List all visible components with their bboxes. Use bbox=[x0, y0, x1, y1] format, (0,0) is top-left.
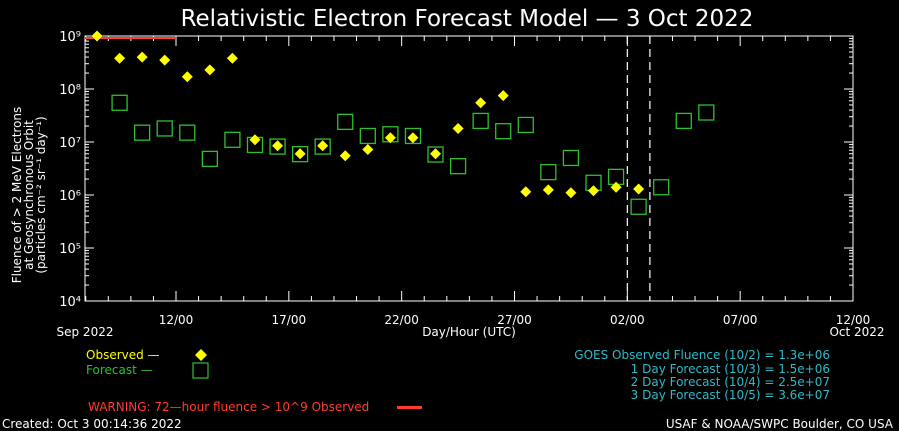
info-observed-fluence: GOES Observed Fluence (10/2) = 1.3e+06 bbox=[574, 348, 830, 362]
legend-forecast-marker bbox=[192, 362, 209, 379]
observed-point bbox=[339, 150, 351, 162]
observed-point bbox=[159, 54, 171, 66]
observed-point bbox=[114, 52, 126, 64]
forecast-point bbox=[337, 113, 354, 130]
forecast-point bbox=[562, 149, 580, 167]
forecast-point bbox=[156, 120, 173, 137]
forecast-point bbox=[540, 163, 557, 181]
observed-point bbox=[475, 97, 487, 109]
info-1day-forecast: 1 Day Forecast (10/3) = 1.5e+06 bbox=[631, 362, 830, 376]
forecast-point bbox=[224, 131, 241, 148]
forecast-point bbox=[427, 146, 444, 163]
observed-point bbox=[497, 90, 509, 102]
legend-forecast-label: Forecast — bbox=[86, 363, 153, 377]
observed-point bbox=[294, 148, 306, 160]
observed-point bbox=[181, 71, 193, 83]
warning-line-swatch bbox=[397, 406, 422, 409]
warning-text: WARNING: 72—hour fluence > 10^9 Observed bbox=[88, 400, 369, 414]
observed-point bbox=[136, 51, 148, 63]
forecast-point bbox=[449, 158, 467, 175]
x-tick-label: 27/00 bbox=[497, 313, 532, 327]
legend: Observed — Forecast — bbox=[86, 348, 209, 379]
y-tick-label: 10⁴ bbox=[59, 295, 81, 310]
y-tick-label: 10⁷ bbox=[59, 136, 81, 151]
forecast-point bbox=[179, 124, 196, 141]
forecast-point bbox=[495, 123, 512, 140]
x-tick-label: 02/00 bbox=[610, 313, 645, 327]
created-timestamp: Created: Oct 3 00:14:36 2022 bbox=[2, 417, 182, 431]
x-tick-label: 12/00 bbox=[159, 313, 194, 327]
legend-observed-label: Observed — bbox=[86, 348, 160, 362]
observed-point bbox=[272, 140, 284, 152]
observed-point bbox=[520, 186, 532, 198]
forecast-point bbox=[472, 112, 489, 130]
x-tick-label: 12/00 bbox=[836, 313, 871, 327]
chart-title: Relativistic Electron Forecast Model — 3… bbox=[181, 6, 754, 32]
forecast-point bbox=[653, 179, 670, 196]
forecast-point bbox=[111, 94, 128, 111]
y-tick-label: 10⁹ bbox=[59, 30, 81, 45]
info-3day-forecast: 3 Day Forecast (10/5) = 3.6e+07 bbox=[631, 388, 830, 402]
y-tick-label: 10⁸ bbox=[59, 83, 81, 98]
observed-point bbox=[430, 148, 442, 160]
observed-point bbox=[542, 184, 554, 196]
observed-point bbox=[610, 181, 622, 193]
observed-series bbox=[91, 30, 645, 199]
observed-point bbox=[565, 187, 577, 199]
forecast-boundary-lines bbox=[626, 36, 651, 301]
observed-point bbox=[317, 140, 329, 152]
observed-point bbox=[91, 30, 103, 42]
y-axis-title-line-3: (particles cm⁻² sr⁻¹ day⁻¹) bbox=[34, 116, 48, 273]
x-tick-label: 17/00 bbox=[272, 313, 307, 327]
forecast-point bbox=[291, 145, 309, 163]
observed-point bbox=[384, 132, 396, 144]
credit-text: USAF & NOAA/SWPC Boulder, CO USA bbox=[666, 417, 894, 431]
y-axis-ticks: 10⁴ 10⁵ 10⁶ 10⁷ 10⁸ 10⁹ bbox=[59, 30, 853, 310]
forecast-point bbox=[201, 150, 219, 168]
observed-point bbox=[587, 185, 599, 197]
observed-point bbox=[452, 122, 464, 134]
y-axis-title-line-2: at Geosynchronous Orbit bbox=[22, 120, 36, 270]
y-axis-title-line-1: Fluence of > 2 MeV Electrons bbox=[10, 107, 24, 284]
observed-point bbox=[204, 64, 216, 76]
observed-point bbox=[407, 132, 419, 144]
x-tick-label: 22/00 bbox=[384, 313, 419, 327]
y-tick-label: 10⁶ bbox=[59, 189, 81, 204]
x-axis-start-label: Sep 2022 bbox=[57, 325, 114, 339]
observed-point bbox=[362, 144, 374, 156]
forecast-point bbox=[675, 112, 692, 130]
forecast-series bbox=[111, 94, 715, 215]
forecast-point bbox=[359, 127, 376, 145]
forecast-point bbox=[269, 138, 286, 155]
x-axis-end-label: Oct 2022 bbox=[829, 325, 884, 339]
forecast-point bbox=[314, 138, 331, 155]
fluence-info-block: GOES Observed Fluence (10/2) = 1.3e+06 1… bbox=[574, 348, 830, 402]
y-tick-label: 10⁵ bbox=[59, 242, 81, 257]
x-axis-title: Day/Hour (UTC) bbox=[422, 325, 516, 339]
forecast-point bbox=[630, 198, 647, 215]
legend-observed-marker bbox=[195, 349, 207, 361]
x-tick-label: 07/00 bbox=[723, 313, 758, 327]
x-axis-ticks: 12/00 17/00 22/00 27/00 02/00 07/00 12/00 bbox=[85, 36, 871, 327]
observed-point bbox=[249, 134, 261, 146]
info-2day-forecast: 2 Day Forecast (10/4) = 2.5e+07 bbox=[631, 375, 830, 389]
forecast-point bbox=[698, 104, 715, 121]
forecast-point bbox=[517, 116, 534, 134]
forecast-point bbox=[404, 127, 422, 145]
observed-point bbox=[633, 183, 645, 195]
y-axis-title: Fluence of > 2 MeV Electrons at Geosynch… bbox=[10, 107, 48, 284]
forecast-point bbox=[133, 124, 151, 141]
observed-point bbox=[226, 52, 238, 64]
